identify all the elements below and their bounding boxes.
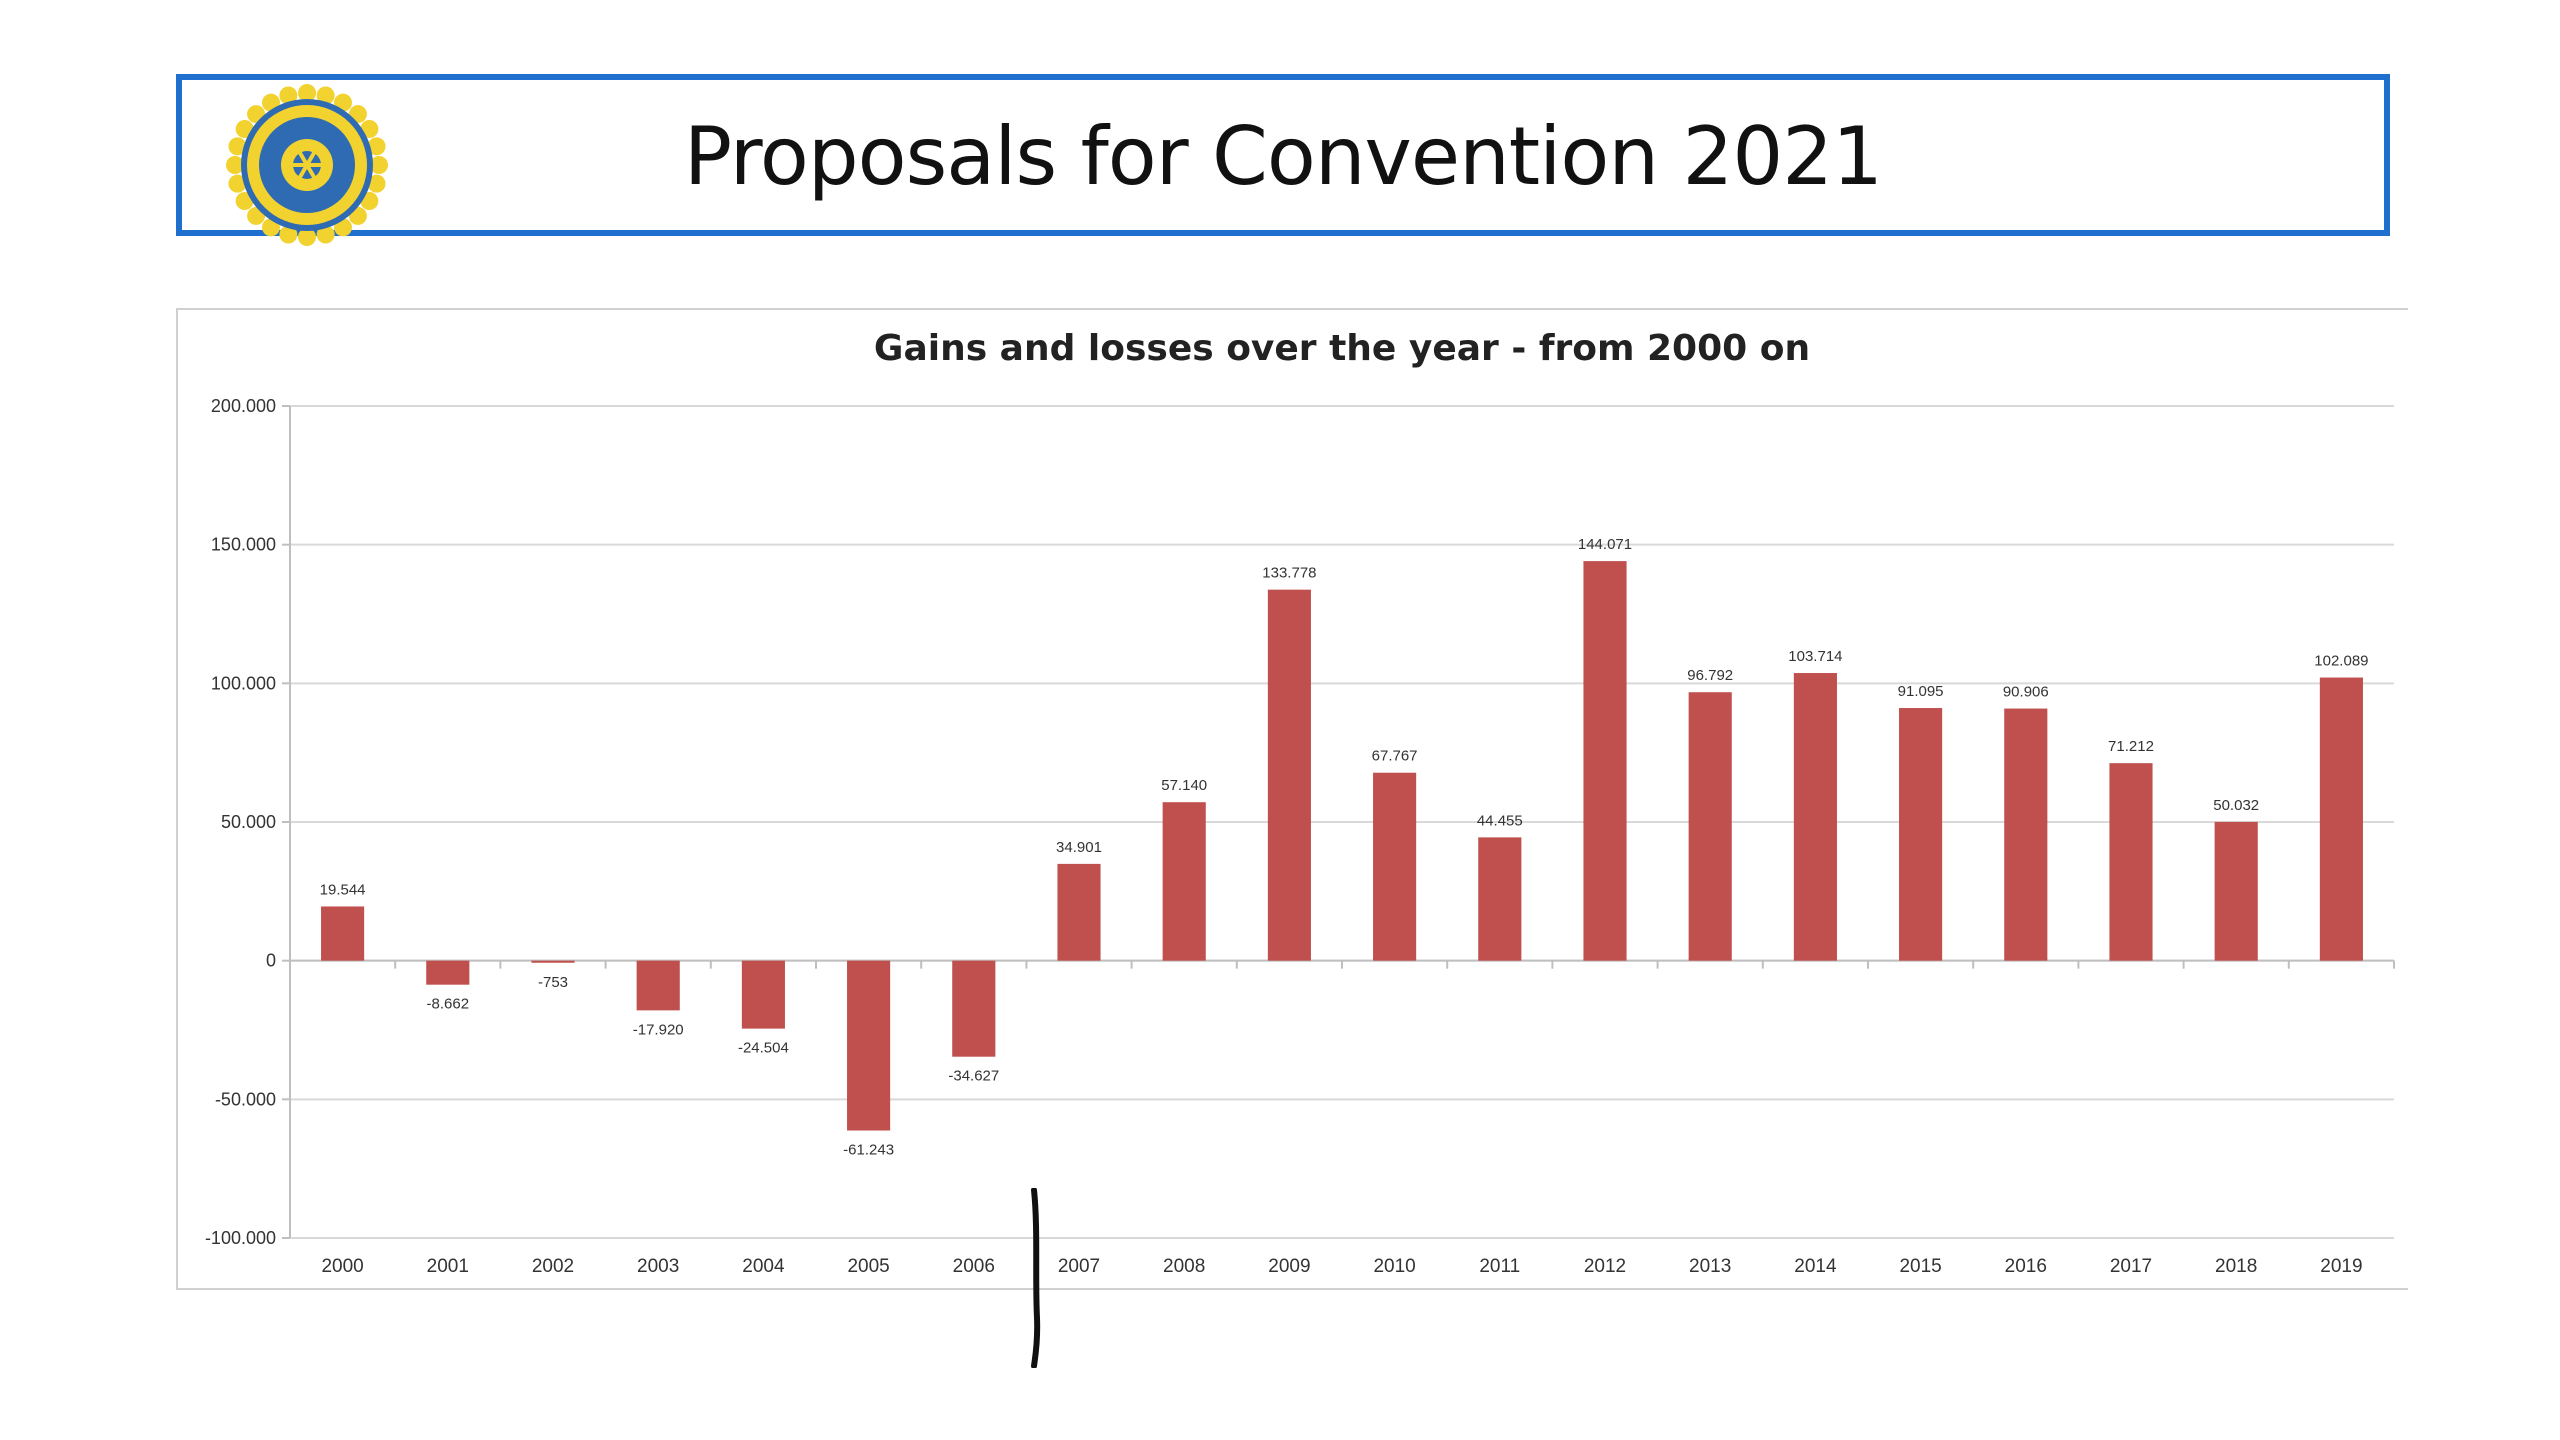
y-tick-label: -50.000 [215, 1089, 276, 1109]
data-label-2011: 44.455 [1477, 812, 1523, 829]
bar-2019 [2319, 677, 2363, 961]
data-label-2003: -17.920 [633, 1021, 684, 1038]
chart-panel: Gains and losses over the year - from 20… [176, 308, 2408, 1290]
handwritten-divider-mark [1031, 1188, 1041, 1368]
x-tick-label: 2010 [1373, 1256, 1415, 1277]
bar-2009 [1267, 589, 1311, 961]
y-tick-label: 150.000 [211, 535, 276, 555]
bar-2004 [741, 960, 785, 1029]
data-label-2010: 67.767 [1372, 748, 1418, 765]
bar-2006 [952, 960, 996, 1057]
bar-2017 [2109, 763, 2153, 961]
data-label-2014: 103.714 [1788, 648, 1842, 665]
bar-2007 [1057, 863, 1101, 961]
bar-2012 [1583, 561, 1627, 961]
y-tick-label: -100.000 [205, 1228, 276, 1248]
x-tick-label: 2002 [532, 1256, 574, 1277]
club-logo [226, 84, 388, 246]
data-label-2008: 57.140 [1161, 777, 1207, 794]
bar-2002 [531, 960, 575, 963]
x-tick-label: 2012 [1584, 1256, 1626, 1277]
bar-2001 [426, 960, 470, 985]
data-label-2000: 19.544 [320, 881, 366, 898]
bar-2011 [1478, 837, 1522, 961]
data-label-2004: -24.504 [738, 1040, 789, 1057]
data-label-2002: -753 [538, 974, 568, 991]
header-banner: Proposals for Convention 2021 [176, 74, 2390, 246]
data-label-2013: 96.792 [1687, 667, 1733, 684]
bar-2003 [636, 960, 680, 1011]
data-label-2005: -61.243 [843, 1142, 894, 1159]
x-tick-label: 2009 [1268, 1256, 1310, 1277]
x-tick-label: 2000 [321, 1256, 363, 1277]
y-tick-label: 50.000 [221, 812, 276, 832]
x-tick-label: 2011 [1479, 1256, 1520, 1277]
x-tick-label: 2019 [2320, 1256, 2362, 1277]
bar-2013 [1688, 692, 1732, 961]
chart-title: Gains and losses over the year - from 20… [874, 328, 1810, 369]
y-tick-label: 200.000 [211, 396, 276, 416]
x-tick-label: 2006 [953, 1256, 995, 1277]
bar-2008 [1162, 802, 1206, 961]
data-label-2016: 90.906 [2003, 684, 2049, 701]
bar-2016 [2004, 708, 2048, 961]
x-tick-label: 2007 [1058, 1256, 1100, 1277]
data-label-2006: -34.627 [948, 1068, 999, 1085]
data-label-2001: -8.662 [427, 996, 470, 1013]
bar-2005 [847, 960, 891, 1131]
x-tick-label: 2003 [637, 1256, 679, 1277]
x-tick-label: 2014 [1794, 1256, 1837, 1277]
page-title: Proposals for Convention 2021 [683, 110, 1883, 203]
data-label-2009: 133.778 [1262, 565, 1316, 582]
data-label-2017: 71.212 [2108, 738, 2154, 755]
x-tick-label: 2005 [847, 1256, 889, 1277]
data-label-2007: 34.901 [1056, 839, 1102, 856]
data-label-2019: 102.089 [2314, 653, 2368, 670]
y-tick-label: 0 [266, 951, 276, 971]
x-tick-label: 2008 [1163, 1256, 1205, 1277]
data-label-2012: 144.071 [1578, 536, 1632, 553]
x-tick-label: 2001 [427, 1256, 469, 1277]
bar-2010 [1373, 772, 1417, 961]
bar-chart: Gains and losses over the year - from 20… [205, 328, 2395, 1277]
x-tick-label: 2016 [2005, 1256, 2047, 1277]
x-tick-label: 2013 [1689, 1256, 1731, 1277]
bar-2014 [1793, 673, 1837, 961]
y-tick-label: 100.000 [211, 673, 276, 693]
bar-2000 [321, 906, 365, 961]
data-label-2015: 91.095 [1898, 683, 1944, 700]
bar-2015 [1899, 708, 1943, 961]
data-label-2018: 50.032 [2213, 797, 2259, 814]
x-tick-label: 2015 [1899, 1256, 1941, 1277]
x-tick-label: 2017 [2110, 1256, 2152, 1277]
x-tick-label: 2018 [2215, 1256, 2257, 1277]
bar-2018 [2214, 821, 2258, 961]
x-tick-label: 2004 [742, 1256, 785, 1277]
